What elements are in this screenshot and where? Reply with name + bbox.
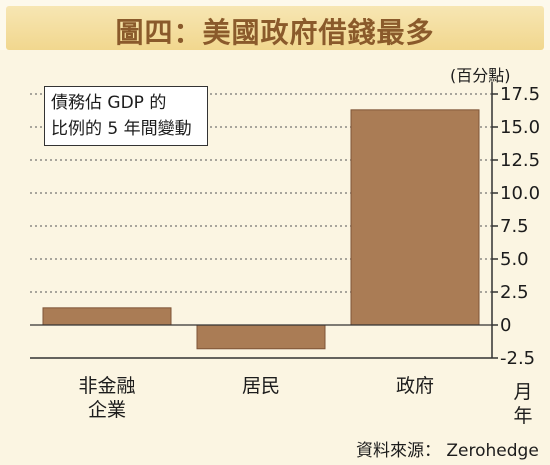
y-tick-label-8: 17.5 [500,84,540,105]
source-label: 資料來源： Zerohedge [356,441,539,461]
note-line-2: 比例的 5 年間變動 [51,119,192,139]
category-label-1: 居民 [242,375,280,397]
y-tick-label-4: 7.5 [500,216,529,237]
y-tick-label-1: 0 [500,315,511,336]
title-bar: 圖四：美國政府借錢最多 [6,6,544,50]
month-label-bottom: 年 [513,405,533,427]
category-label-2: 政府 [396,375,434,397]
chart-title: 圖四：美國政府借錢最多 [115,16,435,49]
y-tick-label-3: 5.0 [500,249,529,270]
unit-label: (百分點) [450,66,511,85]
note-box: 債務佔 GDP 的 比例的 5 年間變動 [44,86,208,146]
y-tick-label-6: 12.5 [500,150,540,171]
category-label-0: 非金融企業 [78,375,135,421]
bar-2 [350,109,480,326]
bar-0 [42,307,172,326]
note-line-1: 債務佔 GDP 的 [51,93,167,113]
y-tick-label-5: 10.0 [500,183,540,204]
y-tick-label-2: 2.5 [500,282,529,303]
month-label-top: 月 [513,381,533,403]
y-tick-label-7: 15.0 [500,117,540,138]
month-label: 月 年 [513,380,533,428]
bar-1 [196,324,326,350]
y-tick-label-0: -2.5 [500,348,535,369]
